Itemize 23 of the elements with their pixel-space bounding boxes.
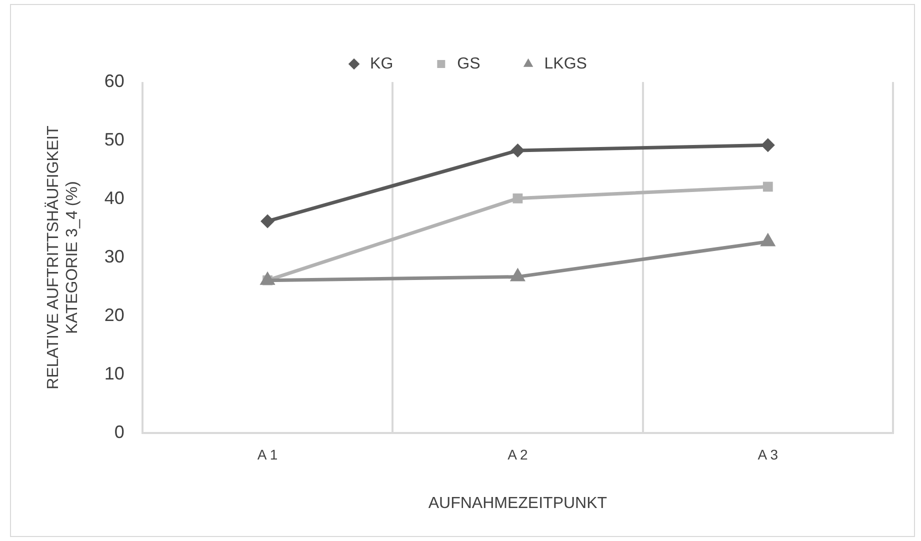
point <box>760 138 775 152</box>
legend-label: KG <box>370 55 394 72</box>
y-tick-label: 40 <box>104 188 124 208</box>
point <box>510 268 526 282</box>
y-tick-label: 10 <box>104 363 124 384</box>
point <box>260 271 276 285</box>
point <box>760 232 776 246</box>
point <box>512 193 523 204</box>
y-axis-title: RELATIVE AUFTRITTSHÄUFIGKEIT KATEGORIE 3_4 (%) <box>44 125 82 390</box>
point <box>260 214 275 228</box>
y-tick-label: 60 <box>104 70 124 91</box>
x-tick-label: A 3 <box>758 446 778 462</box>
y-tick-label: 50 <box>104 129 124 150</box>
y-tick-label: 20 <box>104 304 124 325</box>
y-tick-label: 0 <box>114 422 124 442</box>
x-tick-label: A 2 <box>508 446 528 462</box>
point <box>510 143 525 158</box>
point <box>762 182 773 192</box>
legend-label: GS <box>457 55 480 72</box>
x-axis-title: AUFNAHMEZEITPUNKT <box>428 494 608 512</box>
x-tick-label: A 1 <box>257 446 278 462</box>
y-tick-label: 30 <box>104 246 124 266</box>
legend-label: LKGS <box>544 55 587 72</box>
